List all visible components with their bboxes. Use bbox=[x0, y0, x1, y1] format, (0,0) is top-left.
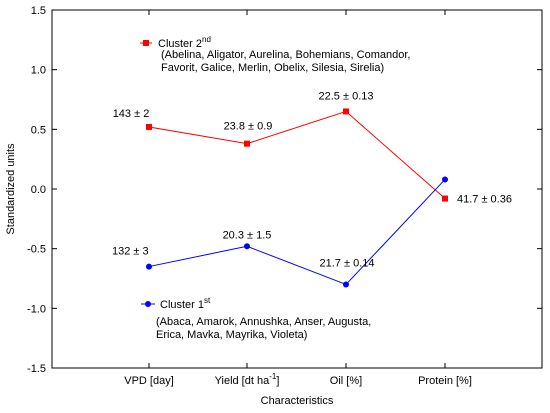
x-axis-label: Characteristics bbox=[261, 395, 334, 407]
legend-name-cluster-2: Cluster 2 bbox=[158, 38, 202, 50]
x-tick-label-main: Yield [dt ha bbox=[215, 375, 271, 387]
x-tick-label-main: Oil [%] bbox=[330, 375, 362, 387]
legend-marker-cluster-1 bbox=[145, 301, 151, 307]
legend-members-cluster-1-line1: (Abaca, Amarok, Annushka, Anser, Augusta… bbox=[156, 316, 371, 328]
legend-cluster-1: Cluster 1st (Abaca, Amarok, Annushka, An… bbox=[141, 296, 371, 341]
legend-name-cluster-1: Cluster 1 bbox=[160, 299, 204, 311]
legend-marker-cluster-2 bbox=[143, 40, 149, 46]
data-label: 22.5 ± 0.13 bbox=[319, 90, 374, 102]
x-tick-label: Yield [dt ha-1] bbox=[215, 372, 280, 387]
legend-members-cluster-2-line2: Favorit, Galice, Merlin, Obelix, Silesia… bbox=[161, 62, 384, 74]
x-tick-label-end: ] bbox=[276, 375, 279, 387]
y-axis-label: Standardized units bbox=[5, 143, 17, 235]
series-layer: 143 ± 2 23.8 ± 0.9 22.5 ± 0.13 41.7 ± 0.36 1… bbox=[112, 90, 512, 288]
x-tick-label-main: Protein [%] bbox=[418, 375, 472, 387]
x-tick-label-sup: -1 bbox=[269, 372, 277, 381]
legend-sup-cluster-1: st bbox=[204, 296, 211, 305]
y-tick-label: -0.5 bbox=[27, 244, 46, 256]
legend-title-cluster-2: Cluster 2nd bbox=[158, 35, 211, 50]
legend-sup-cluster-2: nd bbox=[202, 35, 211, 44]
y-tick-label: -1.5 bbox=[27, 363, 46, 375]
x-tick-label-main: VPD [day] bbox=[124, 375, 174, 387]
x-tick-label: Oil [%] bbox=[330, 375, 362, 387]
data-point bbox=[442, 195, 448, 202]
series-line-0 bbox=[148, 110, 446, 199]
series-line-1 bbox=[148, 179, 446, 286]
data-label: 21.7 ± 0.14 bbox=[320, 257, 375, 269]
legend-members-cluster-1-line2: Erica, Mavka, Mayrika, Violeta) bbox=[156, 329, 307, 341]
y-tick-label: 1.5 bbox=[31, 5, 46, 17]
legend-members-cluster-2-line1: (Abelina, Aligator, Aurelina, Bohemians,… bbox=[161, 49, 410, 61]
data-point bbox=[343, 281, 349, 288]
y-tick-label: 0.5 bbox=[31, 124, 46, 136]
data-label: 23.8 ± 0.9 bbox=[224, 121, 273, 133]
legend-cluster-2: Cluster 2nd (Abelina, Aligator, Aurelina… bbox=[140, 35, 410, 74]
data-point bbox=[146, 123, 152, 130]
x-tick-label: Protein [%] bbox=[418, 375, 472, 387]
x-tick-label: VPD [day] bbox=[124, 375, 174, 387]
data-point bbox=[244, 140, 250, 147]
data-point bbox=[343, 108, 349, 115]
data-label: 20.3 ± 1.5 bbox=[223, 229, 272, 241]
y-tick-label: 0.0 bbox=[31, 184, 46, 196]
data-point bbox=[146, 263, 152, 270]
data-label: 143 ± 2 bbox=[113, 108, 150, 120]
data-label: 132 ± 3 bbox=[112, 246, 149, 258]
y-tick-label: 1.0 bbox=[31, 65, 46, 77]
data-point bbox=[244, 243, 250, 250]
data-point bbox=[442, 176, 448, 183]
legend-title-cluster-1: Cluster 1st bbox=[160, 296, 211, 311]
axis-ticks: 1.5 1.0 0.5 0.0 -0.5 -1.0 -1.5 VPD [day] Yield [… bbox=[27, 5, 542, 387]
data-label: 41.7 ± 0.36 bbox=[457, 194, 512, 206]
y-tick-label: -1.0 bbox=[27, 303, 46, 315]
